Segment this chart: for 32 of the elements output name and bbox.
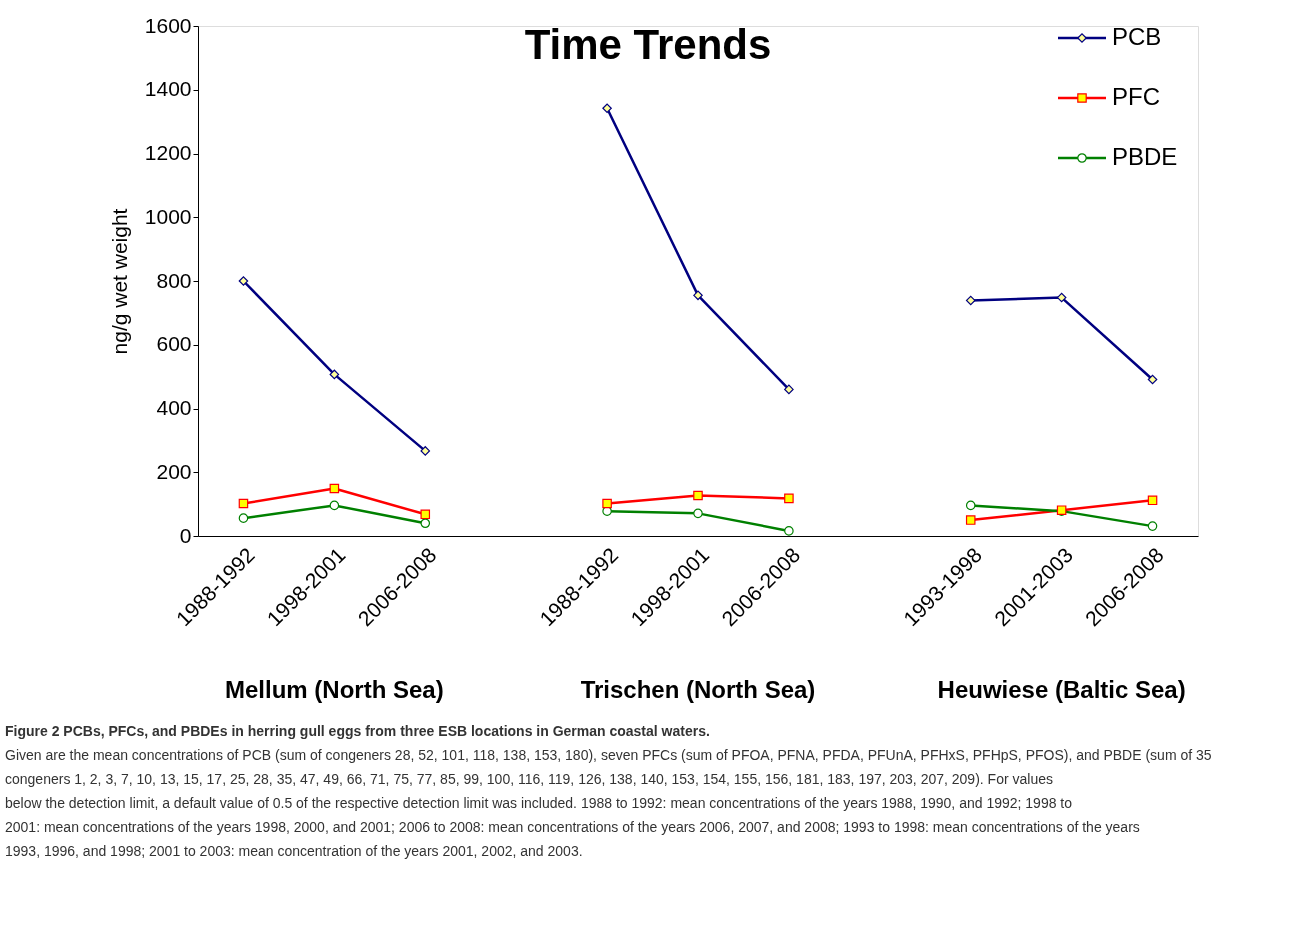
legend-label: PCB — [1112, 23, 1162, 50]
y-tick-label: 1000 — [144, 204, 192, 228]
point — [965, 500, 976, 511]
caption: Figure 2 PCBs, PFCs, and PBDEs in herring gull eggs from three ESB locations in German coastal waters. — [5, 723, 710, 739]
point — [420, 446, 431, 456]
text: Given are the mean concentrations of PCB (sum of congeners 28, 52, 101, 118, 138, 153, 180), seven PFCs (sum of PFOA, PFNA, PFDA, PFUnA, PFHxS, PFHpS, PFOS), and PBDE (sum of 35 congeners 1, 2, 3, 7, 10, 13, 15, 17, 25, 28, 35, 47, 49, 66, 71, 75, 77, 85, 99, 100, 116, 119, 126, 138, 140, 153, 154, 155, 156, 181, 183, 197, 203, 207, 209). For values below the detection limit, a default value of 0.5 of the respective detection limit was included. 1988 to 1992: mean concentrations of the years 1988, 1990, and 1992; 1998 to 2001: mean concentrations of the years 1998, 2000, and 2001; 2006 to 2008: mean concentrations of the years 2006, 2007, and 2008; 1993 to 1998: mean concentrations of the years 1993, 1996, and 1998; 2001 to 2003: mean concentration of the years 2001, 2002, and 2003. — [5, 747, 1212, 859]
y-tick-label: 0 — [179, 523, 192, 547]
y-tick-label: 1200 — [144, 141, 192, 164]
point — [1147, 495, 1158, 506]
y-tick-label: 800 — [156, 268, 192, 292]
point — [329, 369, 340, 380]
legend-label: PBDE — [1112, 143, 1178, 170]
text: Heuwiese (Baltic Sea) — [937, 676, 1186, 703]
point — [238, 498, 249, 509]
y-tick-label: 1600 — [144, 13, 192, 37]
chart-title: Time Trends — [524, 21, 772, 68]
y-tick-label: 200 — [156, 459, 192, 483]
legend-label: PFC — [1112, 83, 1160, 110]
point — [329, 500, 340, 511]
y-tick-label: 1400 — [144, 77, 192, 101]
point — [238, 513, 249, 523]
text: Mellum (North Sea) — [225, 676, 444, 703]
point — [965, 515, 976, 525]
y-tick-label: 600 — [156, 332, 192, 356]
point — [420, 518, 431, 529]
y-tick-label: 400 — [156, 396, 192, 419]
point — [238, 276, 249, 286]
text: Trischen (North Sea) — [580, 676, 816, 703]
point — [1147, 521, 1158, 531]
point — [329, 483, 340, 494]
point — [420, 509, 431, 520]
y-axis-title: ng/g wet weight — [107, 208, 131, 355]
